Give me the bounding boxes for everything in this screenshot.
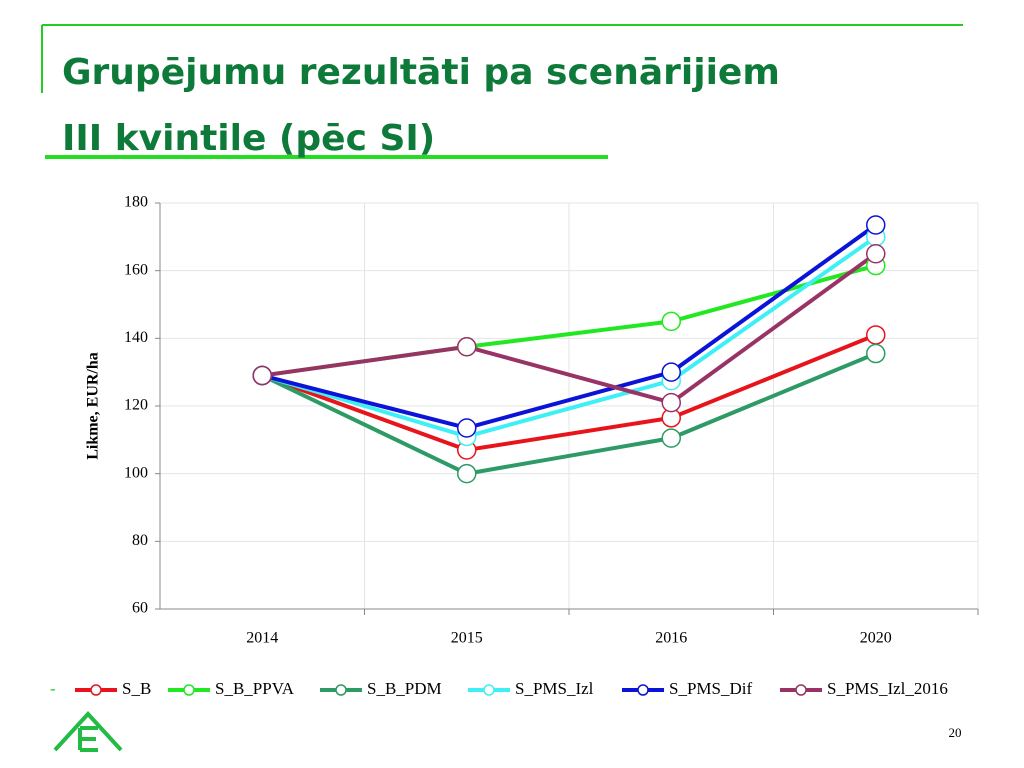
y-tick-label: 120 — [124, 397, 148, 414]
marker — [457, 463, 477, 484]
series-line — [261, 333, 877, 453]
legend-marker — [483, 684, 495, 696]
marker — [866, 244, 886, 264]
series-line — [261, 235, 877, 439]
legend-prefix: - — [50, 679, 56, 698]
marker — [252, 365, 272, 386]
subtitle: III kvintile (pēc SI) — [62, 118, 435, 159]
x-tick-label: 2014 — [246, 630, 278, 647]
marker — [661, 362, 681, 382]
series-line — [261, 351, 877, 476]
legend-marker — [637, 684, 649, 696]
x-tick-label: 2016 — [655, 630, 687, 647]
legend-marker — [90, 684, 102, 696]
marker — [457, 337, 477, 357]
legend-label: S_PMS_Dif — [669, 679, 752, 698]
legend-label: S_PMS_Izl — [515, 679, 594, 698]
series-line — [261, 223, 877, 431]
page-number: 20 — [949, 725, 962, 740]
marker — [866, 325, 886, 345]
legend-label: S_PMS_Izl_2016 — [827, 679, 948, 698]
marker — [661, 428, 681, 448]
y-tick-label: 60 — [132, 600, 148, 617]
marker — [661, 392, 681, 413]
marker — [457, 418, 477, 438]
logo — [53, 711, 123, 752]
y-tick-label: 140 — [124, 329, 148, 346]
title: Grupējumu rezultāti pa scenārijiem — [62, 52, 780, 93]
y-tick-label: 100 — [124, 464, 148, 481]
series-line — [261, 252, 877, 405]
legend-marker — [335, 684, 347, 696]
marker — [866, 343, 886, 364]
x-tick-label: 2020 — [860, 630, 892, 647]
y-tick-label: 80 — [132, 532, 148, 549]
marker — [661, 311, 681, 332]
marker — [866, 215, 886, 235]
legend-marker — [183, 684, 195, 696]
legend-label: S_B — [122, 679, 151, 698]
legend-label: S_B_PDM — [367, 679, 442, 698]
x-tick-label: 2015 — [451, 630, 483, 647]
y-tick-label: 160 — [124, 261, 148, 278]
legend-marker — [795, 684, 807, 696]
legend-label: S_B_PPVA — [215, 679, 295, 698]
y-tick-label: 180 — [124, 194, 148, 211]
y-axis-label: Likme, EUR/ha — [85, 352, 102, 460]
